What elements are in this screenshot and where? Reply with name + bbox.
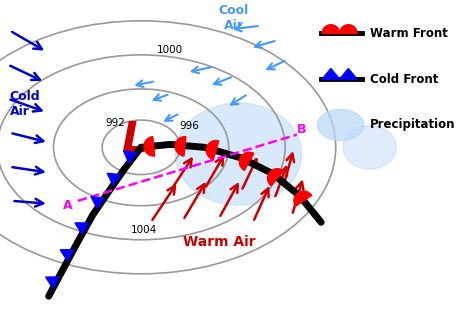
Polygon shape — [60, 250, 74, 261]
Text: Warm Air: Warm Air — [183, 235, 255, 249]
Ellipse shape — [175, 103, 302, 205]
Text: Cool
Air: Cool Air — [219, 4, 249, 32]
Text: 992: 992 — [105, 118, 125, 128]
Text: Cold Front: Cold Front — [370, 73, 438, 86]
Ellipse shape — [317, 109, 364, 140]
Polygon shape — [123, 151, 137, 163]
Wedge shape — [294, 191, 312, 206]
Text: 996: 996 — [180, 121, 200, 131]
Polygon shape — [46, 277, 59, 288]
Text: Precipitation: Precipitation — [370, 118, 455, 131]
Wedge shape — [175, 137, 186, 156]
Polygon shape — [340, 68, 357, 79]
Wedge shape — [322, 25, 340, 34]
Ellipse shape — [343, 125, 396, 169]
Wedge shape — [340, 25, 357, 34]
Text: A: A — [63, 199, 73, 212]
Text: L: L — [121, 118, 148, 161]
Wedge shape — [144, 137, 155, 156]
Text: B: B — [297, 123, 307, 136]
Wedge shape — [268, 169, 284, 186]
Wedge shape — [239, 152, 254, 170]
Text: Warm Front: Warm Front — [370, 27, 447, 40]
Polygon shape — [107, 173, 121, 185]
Polygon shape — [322, 68, 340, 79]
Text: 1004: 1004 — [131, 225, 157, 235]
Wedge shape — [206, 140, 219, 160]
Polygon shape — [75, 223, 88, 234]
Text: Cold
Air: Cold Air — [10, 89, 40, 117]
Text: 1000: 1000 — [157, 45, 184, 55]
Polygon shape — [91, 197, 105, 209]
